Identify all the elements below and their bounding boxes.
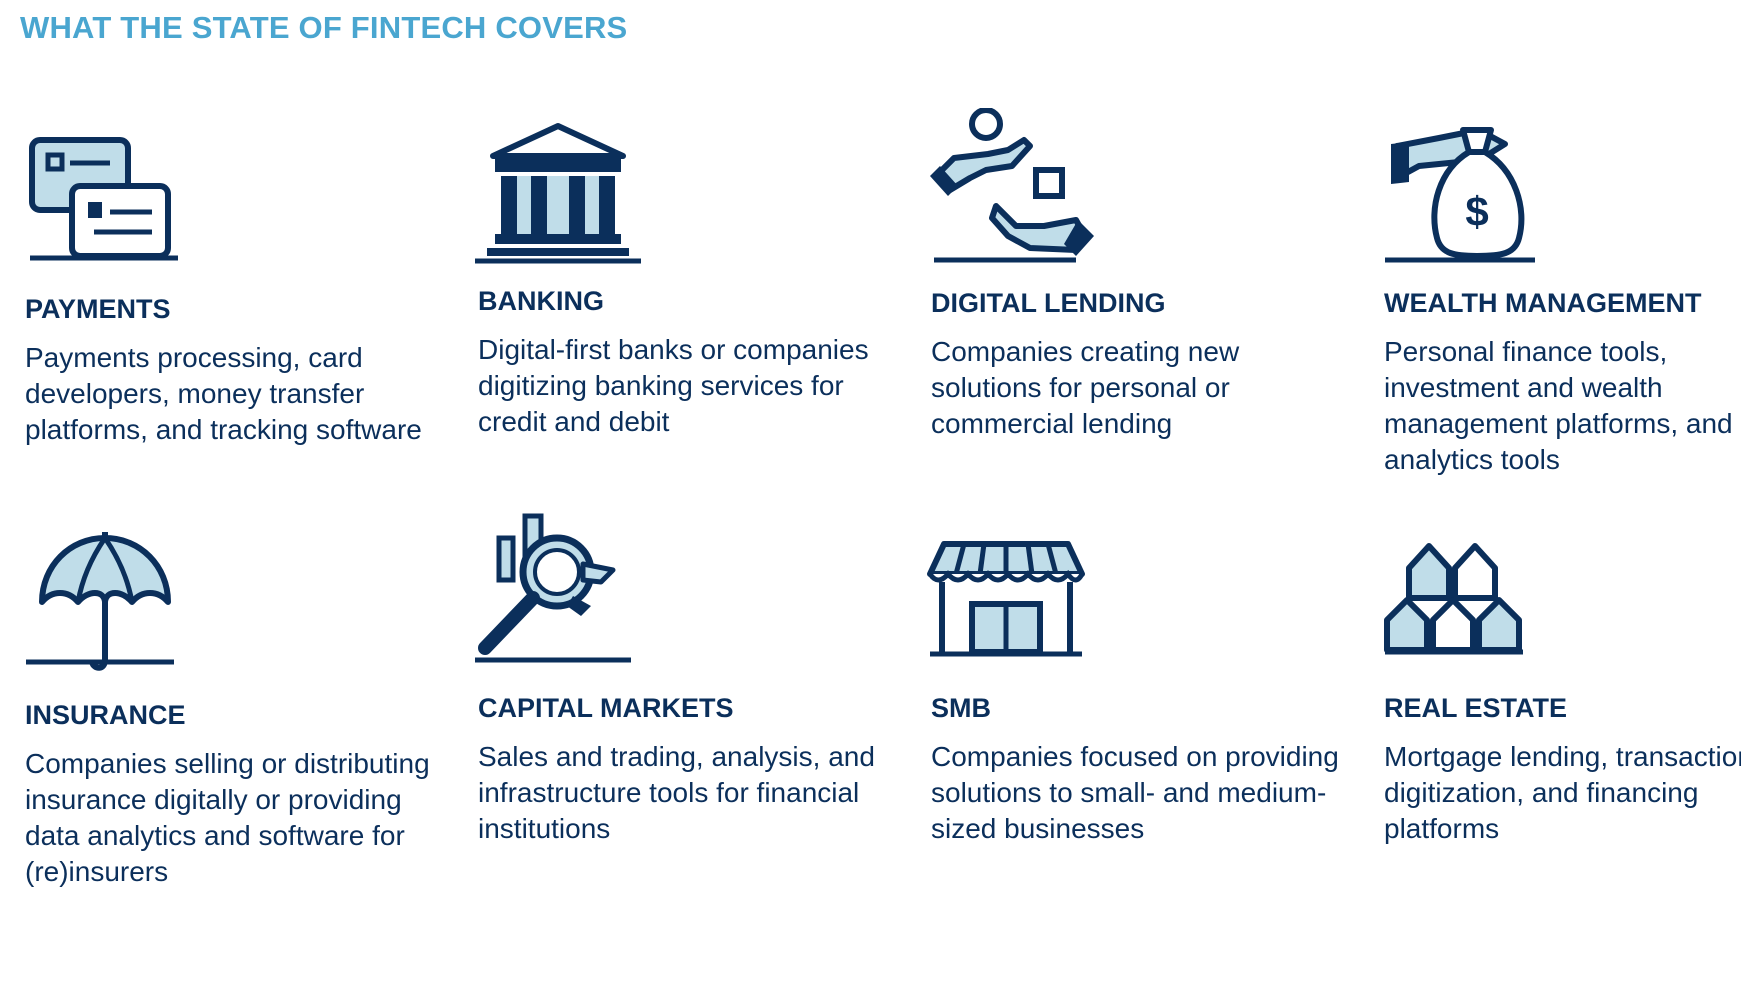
- category-heading: BANKING: [478, 286, 604, 316]
- category-description: Companies selling or distributing insura…: [25, 748, 430, 887]
- svg-text:$: $: [1465, 188, 1488, 235]
- category-insurance: INSURANCE Companies selling or distribut…: [20, 520, 450, 920]
- category-description: Companies creating new solutions for per…: [931, 336, 1240, 439]
- category-heading: INSURANCE: [25, 700, 186, 730]
- houses-icon: [1379, 520, 1549, 690]
- category-description: Personal finance tools, investment and w…: [1384, 336, 1733, 475]
- category-heading: DIGITAL LENDING: [931, 288, 1166, 318]
- money-bag-icon: $: [1379, 108, 1549, 278]
- category-heading: SMB: [931, 693, 991, 723]
- category-heading: CAPITAL MARKETS: [478, 693, 734, 723]
- category-description: Payments processing, card developers, mo…: [25, 342, 422, 445]
- hands-exchange-icon: [926, 108, 1096, 278]
- category-heading: REAL ESTATE: [1384, 693, 1568, 723]
- credit-cards-icon: [20, 108, 190, 278]
- category-real-estate: REAL ESTATE Mortgage lending, transactio…: [1379, 520, 1741, 920]
- category-wealth-management: $ WEALTH MANAGEMENT Personal finance too…: [1379, 108, 1741, 498]
- category-smb: SMB Companies focused on providing solut…: [926, 520, 1356, 920]
- category-description: Sales and trading, analysis, and infrast…: [478, 741, 875, 844]
- page-title: WHAT THE STATE OF FINTECH COVERS: [20, 10, 628, 45]
- category-payments: PAYMENTS Payments processing, card devel…: [20, 108, 450, 498]
- category-heading: PAYMENTS: [25, 294, 171, 324]
- category-description: Mortgage lending, transaction digitizati…: [1384, 741, 1741, 844]
- storefront-icon: [926, 520, 1096, 690]
- category-digital-lending: DIGITAL LENDING Companies creating new s…: [926, 108, 1356, 498]
- category-heading: WEALTH MANAGEMENT: [1384, 288, 1702, 318]
- magnifier-chart-icon: [473, 510, 643, 680]
- umbrella-icon: [20, 520, 190, 690]
- category-description: Companies focused on providing solutions…: [931, 741, 1339, 844]
- category-capital-markets: CAPITAL MARKETS Sales and trading, analy…: [473, 510, 903, 910]
- category-banking: BANKING Digital-first banks or companies…: [473, 108, 903, 498]
- category-description: Digital-first banks or companies digitiz…: [478, 334, 869, 437]
- bank-building-icon: [473, 108, 643, 278]
